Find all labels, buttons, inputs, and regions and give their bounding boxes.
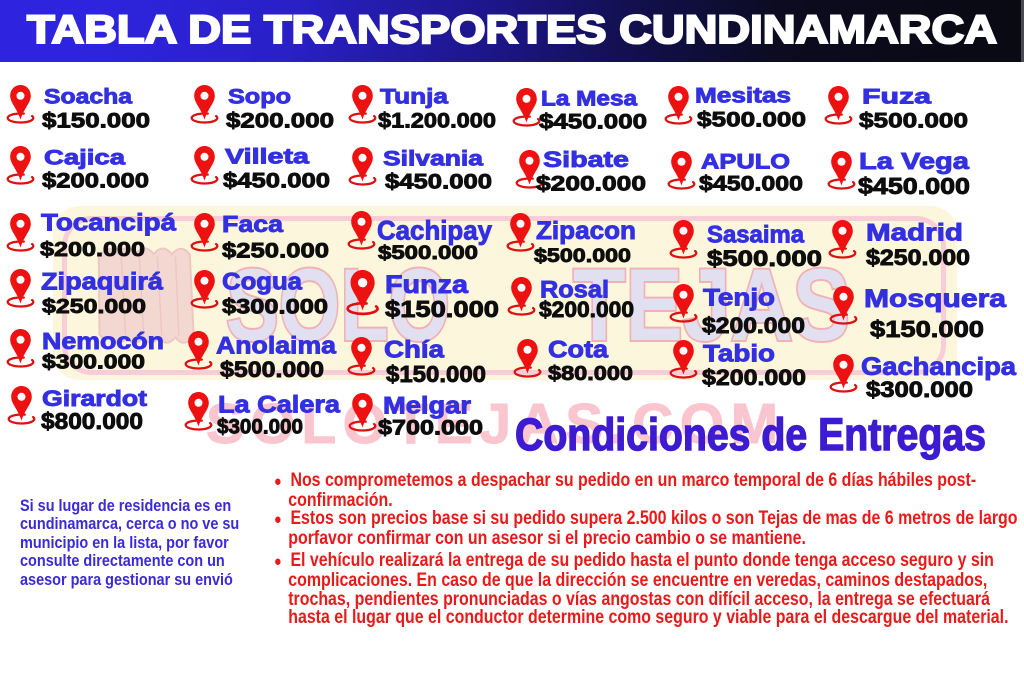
svg-text:Tabio: Tabio [703,341,775,368]
svg-text:Fuza: Fuza [862,85,931,108]
svg-text:$300.000: $300.000 [42,352,145,374]
svg-text:Chía: Chía [384,337,445,364]
svg-text:APULO: APULO [701,150,790,173]
svg-text:$200.000: $200.000 [702,313,805,338]
svg-text:Mosquera: Mosquera [864,285,1007,313]
svg-text:Anolaima: Anolaima [216,333,337,360]
svg-text:Faca: Faca [222,211,283,237]
svg-text:$450.000: $450.000 [385,170,492,193]
svg-text:Tocancipá: Tocancipá [41,210,177,237]
svg-text:$200.000: $200.000 [702,365,806,390]
svg-text:Cachipay: Cachipay [377,216,492,246]
svg-text:Zipaquirá: Zipaquirá [41,269,164,296]
svg-text:$500.000: $500.000 [534,245,631,267]
svg-text:$500.000: $500.000 [697,108,806,131]
svg-text:TABLA DE TRANSPORTES CUNDINAMA: TABLA DE TRANSPORTES CUNDINAMARCA [27,8,997,52]
svg-text:Tunja: Tunja [380,85,448,108]
svg-text:Zipacon: Zipacon [536,217,636,245]
svg-text:Melgar: Melgar [383,393,471,420]
svg-text:Sopo: Sopo [228,85,291,108]
svg-text:$150.000: $150.000 [870,316,984,342]
svg-text:$300.000: $300.000 [866,377,973,402]
svg-text:$300.000: $300.000 [217,415,303,438]
svg-text:$200.000: $200.000 [42,169,149,192]
svg-text:Silvania: Silvania [383,147,483,170]
svg-text:La Vega: La Vega [859,148,969,174]
svg-text:Soacha: Soacha [44,85,132,108]
svg-text:$700.000: $700.000 [378,416,483,439]
svg-text:$250.000: $250.000 [866,245,970,270]
svg-text:SOLO: SOLO [226,248,450,362]
svg-text:Sasaima: Sasaima [707,222,805,249]
svg-text:La Calera: La Calera [218,392,341,419]
svg-text:Cajica: Cajica [44,146,125,169]
svg-text:Rosal: Rosal [540,277,609,304]
svg-text:Funza: Funza [385,271,469,299]
svg-text:Cota: Cota [548,337,609,364]
svg-text:$500.000: $500.000 [220,357,324,382]
svg-text:$200.000: $200.000 [226,109,334,132]
svg-text:$200.000: $200.000 [536,172,646,195]
svg-text:$80.000: $80.000 [548,362,633,385]
svg-text:$1.200.000: $1.200.000 [378,109,496,132]
svg-text:$250.000: $250.000 [42,295,146,318]
svg-text:$150.000: $150.000 [42,109,150,132]
svg-text:$500.000: $500.000 [707,246,822,271]
svg-text:$450.000: $450.000 [858,173,970,199]
svg-text:$250.000: $250.000 [222,239,329,262]
svg-text:$150.000: $150.000 [386,361,486,387]
svg-text:Madrid: Madrid [866,220,963,247]
svg-text:Nemocón: Nemocón [42,328,164,354]
svg-text:Cogua: Cogua [222,269,303,296]
svg-text:$200.000: $200.000 [539,297,634,322]
svg-text:$800.000: $800.000 [41,408,143,434]
svg-text:TEJAS: TEJAS [573,248,850,362]
svg-text:$200.000: $200.000 [40,238,145,261]
svg-text:Mesitas: Mesitas [695,84,791,107]
svg-text:La Mesa: La Mesa [541,87,637,110]
svg-text:$300.000: $300.000 [222,295,328,318]
svg-text:$500.000: $500.000 [859,109,968,132]
svg-text:$500.000: $500.000 [378,242,478,264]
svg-text:Villeta: Villeta [225,145,309,168]
svg-text:$450.000: $450.000 [539,110,647,133]
svg-text:Sibate: Sibate [543,147,629,172]
svg-text:$450.000: $450.000 [699,172,803,195]
svg-text:Gachancipa: Gachancipa [861,353,1017,381]
svg-text:Girardot: Girardot [42,386,148,411]
svg-text:Tenjo: Tenjo [703,285,775,312]
svg-text:$450.000: $450.000 [223,169,330,192]
svg-text:$150.000: $150.000 [385,296,499,322]
svg-text:Condiciones de Entregas: Condiciones de Entregas [515,409,986,460]
